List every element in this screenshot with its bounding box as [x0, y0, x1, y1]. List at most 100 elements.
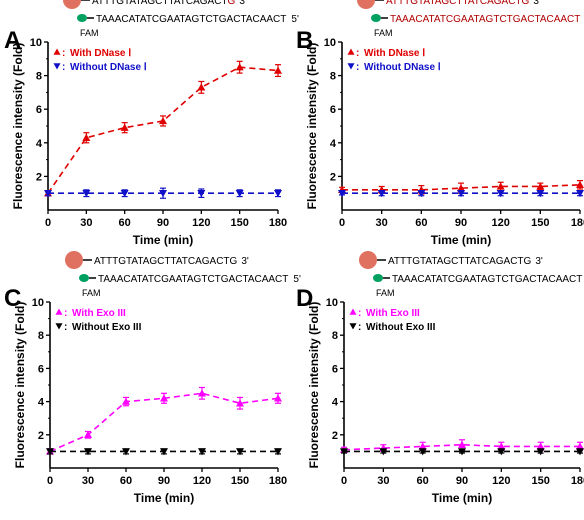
- data-point: [82, 190, 91, 198]
- data-point: [377, 190, 386, 198]
- data-point: [458, 448, 466, 456]
- x-tick-label: 120: [193, 475, 211, 487]
- data-point: [457, 190, 465, 198]
- legend-entry: Without Exo III: [72, 322, 142, 333]
- legend-entry: With Exo III: [72, 308, 126, 319]
- x-tick-label: 0: [47, 475, 53, 487]
- legend-marker: [53, 48, 61, 55]
- data-point: [235, 63, 244, 71]
- data-point: [536, 182, 545, 190]
- y-axis-label: Fluorescence intensity (Fold): [13, 302, 27, 469]
- y-tick-label: 10: [32, 297, 44, 309]
- data-point: [160, 394, 168, 402]
- bead-icon: [359, 251, 377, 269]
- panel-d: D ATTTGTATAGCTTATCAGACTG 3' TAAACATATCGAATA…: [296, 251, 584, 505]
- legend-colon: :: [356, 48, 359, 59]
- series-0: [44, 60, 282, 197]
- data-point: [197, 83, 206, 91]
- y-axis-label: Fluorescence intensity (Fold): [305, 43, 319, 210]
- legend-colon: :: [64, 322, 67, 333]
- data-point: [120, 123, 129, 131]
- x-axis-label: Time (min): [133, 233, 193, 247]
- x-axis-label: Time (min): [431, 233, 491, 247]
- legend-entry: Without DNase Ⅰ: [70, 62, 147, 73]
- y-tick-label: 4: [36, 138, 43, 150]
- y-tick-label: 2: [36, 171, 42, 183]
- legend-entry: Without DNase Ⅰ: [364, 62, 441, 73]
- x-tick-label: 90: [455, 217, 467, 229]
- y-tick-label: 8: [38, 330, 44, 342]
- fam-dye-icon: [371, 14, 381, 22]
- data-point: [536, 442, 545, 450]
- strand-top-prime: 3': [241, 256, 249, 267]
- fam-dye-icon: [373, 274, 383, 282]
- strand-bottom-prime: 5': [291, 14, 299, 25]
- x-tick-label: 60: [417, 475, 429, 487]
- data-point: [197, 190, 206, 198]
- x-tick-label: 150: [230, 217, 248, 229]
- x-tick-label: 30: [376, 217, 388, 229]
- panel-letter: A: [4, 27, 21, 54]
- strand-top-seq: ATTTGTATAGCTTATCAGACT: [92, 0, 228, 7]
- x-tick-label: 120: [192, 217, 210, 229]
- legend-colon: :: [64, 308, 67, 319]
- y-tick-label: 6: [330, 104, 336, 116]
- strand-bottom-prime: 5': [293, 274, 301, 285]
- x-tick-label: 90: [456, 475, 468, 487]
- data-point: [274, 190, 282, 198]
- x-tick-label: 180: [571, 217, 584, 229]
- data-point: [418, 442, 427, 450]
- fam-label: FAM: [376, 288, 395, 298]
- data-point: [536, 190, 545, 198]
- data-point: [274, 448, 282, 456]
- data-point: [120, 190, 129, 198]
- legend-colon: :: [62, 62, 65, 73]
- series-1: [338, 190, 584, 198]
- x-tick-label: 120: [491, 217, 509, 229]
- data-point: [198, 448, 206, 456]
- legend-marker: [347, 48, 355, 55]
- data-point: [576, 190, 584, 198]
- data-point: [84, 448, 92, 456]
- strand-bottom: TAAACATATCGAATAGTCTGACTACAACT 5': [98, 274, 301, 285]
- legend-entry: With Exo III: [366, 308, 420, 319]
- strand-top: ATTTGTATAGCTTATCAGACTG 3': [94, 256, 249, 267]
- data-point: [122, 397, 130, 405]
- strand-bottom-seq: TAAACATATCGAATAGTCTGACTACAACT: [392, 274, 582, 285]
- x-tick-label: 30: [80, 217, 92, 229]
- x-tick-label: 150: [531, 217, 549, 229]
- legend-marker: [55, 308, 63, 315]
- y-tick-label: 10: [326, 297, 338, 309]
- panel-letter: D: [296, 285, 313, 312]
- fam-label: FAM: [80, 28, 99, 38]
- x-tick-label: 60: [415, 217, 427, 229]
- data-point: [576, 180, 584, 188]
- y-tick-label: 2: [330, 171, 336, 183]
- panel-b: B ATTTGTATAGCTTATCAGACTG 3' TAAACATATCGAATA…: [296, 0, 584, 247]
- x-tick-label: 90: [158, 475, 170, 487]
- legend-entry: With DNase Ⅰ: [364, 48, 425, 59]
- legend-marker: [349, 308, 357, 315]
- y-axis-label: Fluorescence intensity (Fold): [307, 302, 321, 469]
- data-point: [536, 448, 545, 456]
- data-point: [340, 448, 348, 456]
- strand-top-seq: ATTTGTATAGCTTATCAGACTG: [386, 0, 530, 7]
- data-point: [122, 448, 130, 456]
- data-point: [160, 448, 168, 456]
- legend-colon: :: [358, 308, 361, 319]
- data-point: [496, 182, 505, 190]
- data-point: [46, 448, 54, 456]
- x-tick-label: 30: [82, 475, 94, 487]
- y-tick-label: 10: [30, 37, 42, 49]
- x-axis-label: Time (min): [134, 491, 194, 505]
- y-tick-label: 10: [324, 37, 336, 49]
- strand-bottom-seq: TAAACATATCGAATAGTCTGACTACAACT: [390, 14, 580, 25]
- strand-top: ATTTGTATAGCTTATCAGACTG 3': [386, 0, 541, 7]
- series-1: [44, 187, 282, 199]
- data-point: [84, 430, 92, 438]
- data-point: [417, 190, 426, 198]
- strand-bottom-seq: TAAACATATCGAATAGTCTGACTACAACT: [98, 274, 288, 285]
- y-tick-label: 8: [330, 71, 336, 83]
- data-point: [236, 448, 244, 456]
